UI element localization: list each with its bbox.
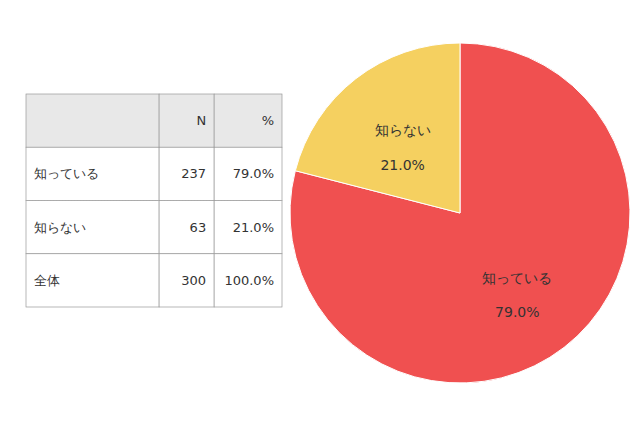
table-header-cell bbox=[159, 94, 214, 147]
table-cell bbox=[26, 254, 159, 307]
slice-label: 知らない bbox=[375, 122, 431, 138]
table-divider bbox=[26, 200, 282, 201]
table-header: N bbox=[196, 113, 206, 128]
slice-label: 知っている bbox=[482, 270, 552, 286]
table-value: 237 bbox=[181, 166, 206, 181]
table-header-cell bbox=[26, 94, 159, 147]
table-value: 21.0% bbox=[233, 220, 274, 235]
chart-svg: 知っている 79.0% 知らない 21.0% N% 知っている 237 79.0% 知らない 63… bbox=[0, 0, 640, 426]
pie-slice bbox=[295, 43, 460, 213]
slice-value-label: 21.0% bbox=[380, 157, 424, 173]
table-value: 79.0% bbox=[233, 166, 274, 181]
table: N% 知っている 237 79.0% 知らない 63 21.0% 全体 300 100.0% bbox=[26, 94, 282, 307]
table-cell bbox=[159, 201, 214, 254]
table-row-label: 全体 bbox=[34, 273, 60, 288]
chart-root: 知っている 79.0% 知らない 21.0% N% 知っている 237 79.0% 知らない 63… bbox=[0, 0, 640, 426]
table-row-label: 知らない bbox=[34, 220, 86, 235]
table-value: 100.0% bbox=[224, 273, 274, 288]
table-value: 63 bbox=[190, 220, 207, 235]
table-cell bbox=[159, 254, 214, 307]
pie-labels: 知っている 79.0% 知らない 21.0% bbox=[375, 122, 553, 320]
table-value: 300 bbox=[181, 273, 206, 288]
table-header: % bbox=[262, 113, 274, 128]
table-cell bbox=[26, 147, 159, 200]
table-header-cell bbox=[214, 94, 282, 147]
table-cell bbox=[26, 201, 159, 254]
table-cell bbox=[214, 201, 282, 254]
table-cell bbox=[214, 147, 282, 200]
table-row-label: 知っている bbox=[34, 166, 99, 181]
slice-value-label: 79.0% bbox=[495, 304, 539, 320]
table-cell bbox=[214, 254, 282, 307]
pie bbox=[290, 43, 630, 383]
table-cell bbox=[159, 147, 214, 200]
pie-slice bbox=[290, 43, 630, 383]
